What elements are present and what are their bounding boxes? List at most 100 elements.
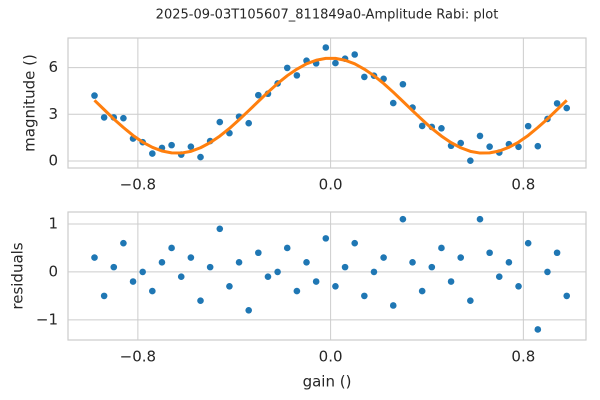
- data-point: [303, 259, 310, 266]
- axes-frame: [67, 37, 587, 169]
- x-tick-label: 0.8: [511, 348, 535, 366]
- data-point: [187, 254, 195, 261]
- data-point: [197, 153, 204, 161]
- y-tick-label: 6: [48, 58, 58, 76]
- y-tick-label: 3: [48, 105, 58, 123]
- data-point: [418, 287, 426, 295]
- data-point: [544, 268, 551, 276]
- data-point: [438, 244, 445, 252]
- data-point: [370, 268, 378, 276]
- data-point: [312, 278, 320, 285]
- figure-title: 2025-09-03T105607_811849a0-Amplitude Rab…: [156, 8, 499, 23]
- y-tick-label: −1: [36, 310, 58, 328]
- data-point: [197, 297, 204, 304]
- y-tick-label: 0: [48, 151, 58, 169]
- data-point: [245, 306, 252, 314]
- data-point: [293, 72, 301, 79]
- data-point: [120, 114, 127, 122]
- data-point: [187, 143, 195, 150]
- data-point: [293, 287, 301, 295]
- data-point: [158, 259, 166, 266]
- data-point: [505, 259, 513, 266]
- data-point: [553, 249, 561, 257]
- data-point: [274, 268, 281, 276]
- data-point: [341, 263, 349, 271]
- data-point: [332, 59, 339, 67]
- x-tick-label: −0.8: [120, 348, 156, 366]
- data-point: [332, 283, 339, 290]
- data-point: [168, 141, 175, 149]
- data-point: [177, 273, 185, 281]
- data-point: [351, 51, 359, 58]
- data-point: [255, 91, 262, 99]
- data-point: [245, 119, 252, 127]
- data-point: [389, 99, 397, 107]
- data-point: [515, 143, 522, 151]
- x-tick-label: 0.0: [319, 176, 343, 194]
- data-point: [351, 239, 359, 247]
- y-tick-label: 0: [48, 262, 58, 280]
- data-point: [100, 292, 108, 300]
- x-tick-label: −0.8: [120, 176, 156, 194]
- data-point: [476, 215, 484, 223]
- data-point: [563, 104, 571, 112]
- data-point: [389, 302, 397, 309]
- data-point: [322, 44, 330, 51]
- data-point: [486, 249, 493, 257]
- data-point: [553, 100, 561, 107]
- data-point: [216, 225, 224, 233]
- data-point: [216, 118, 224, 126]
- data-point: [524, 122, 532, 130]
- x-tick-label: 0.8: [511, 176, 535, 194]
- data-point: [110, 263, 118, 271]
- data-point: [534, 142, 542, 150]
- data-point: [486, 143, 493, 150]
- fit-line: [93, 56, 568, 155]
- data-point: [380, 254, 387, 261]
- data-point: [467, 297, 474, 304]
- data-point: [264, 273, 272, 281]
- data-point: [235, 259, 243, 266]
- data-point: [91, 92, 98, 99]
- data-point: [438, 124, 445, 132]
- data-point: [476, 132, 484, 140]
- y-axis-label: residuals: [9, 242, 27, 309]
- data-point: [129, 278, 137, 285]
- data-point: [495, 273, 503, 281]
- data-point: [534, 326, 542, 333]
- data-point: [322, 235, 330, 242]
- data-point: [149, 287, 156, 295]
- data-point: [409, 259, 416, 266]
- data-point: [206, 263, 214, 271]
- data-point: [457, 254, 465, 261]
- data-point: [515, 283, 522, 290]
- data-point: [428, 263, 436, 271]
- data-point: [120, 239, 127, 247]
- data-point: [226, 283, 233, 290]
- axes-frame: [67, 211, 587, 341]
- y-axis-label: magnitude (): [21, 54, 39, 152]
- x-tick-label: 0.0: [319, 348, 343, 366]
- data-point: [149, 150, 156, 157]
- data-point: [467, 157, 474, 164]
- data-point: [418, 122, 426, 130]
- y-tick-label: 1: [48, 214, 58, 232]
- data-point: [255, 249, 262, 257]
- data-point: [563, 292, 571, 300]
- data-point: [100, 114, 108, 121]
- axes: −0.8 0.0 0.8 0 3 6 magnitude (): [21, 37, 587, 194]
- data-point: [168, 244, 175, 252]
- data-point: [139, 268, 146, 276]
- data-point: [524, 239, 532, 247]
- data-point: [361, 292, 368, 300]
- data-point: [283, 244, 291, 252]
- data-point: [399, 215, 407, 223]
- data-point: [447, 278, 455, 285]
- data-point: [399, 80, 407, 88]
- data-point: [457, 139, 465, 147]
- data-point: [91, 254, 98, 261]
- x-axis-label: gain (): [303, 373, 352, 391]
- data-point: [283, 64, 291, 72]
- axes: −0.8 0.0 0.8 −1 0 1 residuals gain (): [9, 211, 587, 391]
